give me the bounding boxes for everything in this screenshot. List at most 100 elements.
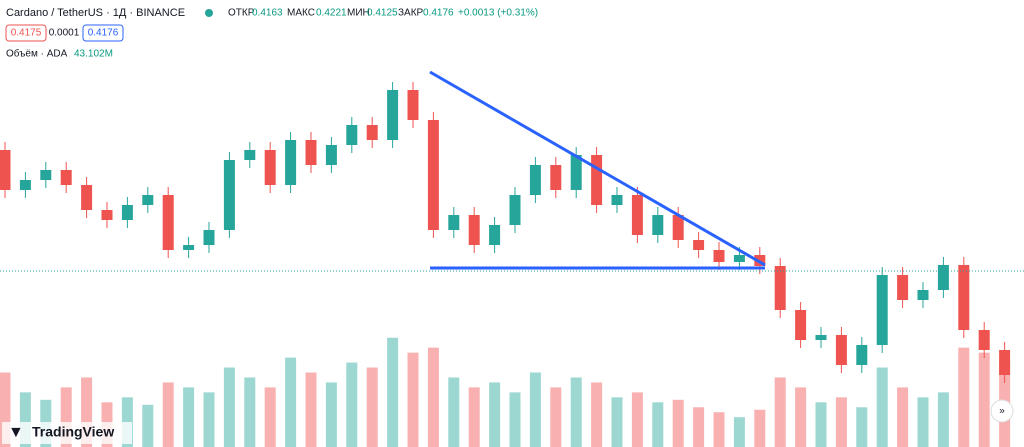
candle-body [958,265,970,330]
candle-body [876,275,888,345]
volume-bar [285,357,297,447]
volume-bar [387,337,399,447]
candle-body [325,145,337,165]
volume-bar [529,372,541,447]
volume-bar [223,367,235,447]
candle-body [142,195,154,205]
close-label: ЗАКР [398,8,424,19]
volume-bar [468,387,480,447]
candle-body [917,290,929,300]
trend-line [429,70,766,267]
volume: 43.102M [74,49,113,60]
volume-bar [203,392,215,447]
scroll-button[interactable] [990,399,1014,423]
volume-bar [448,377,460,447]
volume-bar [774,377,786,447]
volume-bar [264,387,276,447]
candle-body [978,330,990,350]
volume-bar [142,404,154,447]
volume-bar [693,407,705,447]
volume-bar [60,387,72,447]
volume-bar [876,367,888,447]
bid-box[interactable] [5,24,47,42]
candle-body [856,345,868,365]
candle-body [244,150,256,160]
candle-body [448,215,460,230]
volume-bar [162,382,174,447]
high-label: МАКС [287,8,315,19]
low-label: МИН [347,8,370,19]
volume-bar [509,392,521,447]
candle-body [489,225,501,245]
volume-bar [81,377,93,447]
logo-mark: ▼ [8,424,24,441]
ask[interactable]: 0.4176 [88,28,119,39]
candle-body [223,160,235,230]
volume-bar [958,347,970,447]
volume-bar [815,402,827,447]
candle-body [591,155,603,205]
volume-bar [917,397,929,447]
volume-bar [713,412,725,447]
candle-body [162,195,174,250]
candle-body [101,210,113,220]
scroll-icon[interactable]: » [999,406,1005,417]
brand: TradingView [32,424,114,440]
candle-body [529,165,541,195]
candle-body [815,335,827,340]
open: 0.4163 [252,8,283,19]
low: 0.4125 [367,8,398,19]
volume-bar [835,397,847,447]
candle-body [121,205,133,220]
bid[interactable]: 0.4175 [11,28,42,39]
candle-body [60,170,72,185]
volume-bar [795,387,807,447]
volume-bar [631,392,643,447]
plot [0,82,1011,447]
candle-body [40,170,52,180]
volume-bar [672,399,684,447]
high: 0.4221 [316,8,347,19]
volume-bar [897,387,909,447]
volume-bar [978,352,990,447]
candle-body [795,310,807,340]
candle-body [305,140,317,165]
volume-bar [183,387,195,447]
candle-body [19,180,31,190]
volume-label: Объём · ADA [6,48,68,60]
symbol: Cardano / TetherUS · 1Д · BINANCE [6,7,185,19]
volume-bar [305,372,317,447]
volume-bar [0,372,11,447]
ask-box[interactable] [82,24,124,42]
volume-bar [325,382,337,447]
candle-body [550,165,562,190]
candle-body [999,350,1011,375]
candle-body [183,245,195,250]
candle-body [203,230,215,245]
candle-body [693,240,705,250]
volume-bar [407,352,419,447]
candle-body [346,125,358,145]
candle-body [285,140,297,185]
volume-bar [346,362,358,447]
candle-body [407,90,419,120]
volume-bar [652,402,664,447]
candle-body [0,150,11,190]
candle-body [387,90,399,140]
open-label: ОТКР [228,8,255,19]
candle-body [733,255,745,262]
candle-body [427,120,439,230]
volume-bar [489,382,501,447]
candle-body [835,335,847,365]
volume-bar [611,397,623,447]
candle-body [774,266,786,310]
volume-bar [366,367,378,447]
candle-body [937,265,949,290]
volume-bar [733,417,745,447]
candle-body [264,150,276,185]
candle-body [570,155,582,190]
brand-bg [2,422,132,444]
change: +0.0013 (+0.31%) [458,8,538,19]
volume-bar [244,377,256,447]
